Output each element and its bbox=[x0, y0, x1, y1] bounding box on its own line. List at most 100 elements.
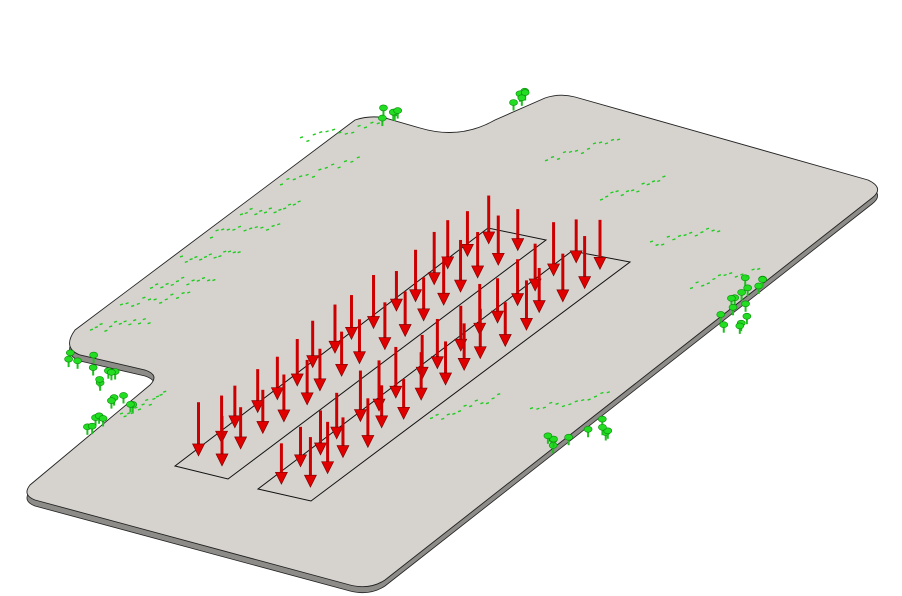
load-head bbox=[397, 406, 411, 420]
load-head bbox=[389, 298, 403, 312]
fixture-tick bbox=[142, 296, 146, 299]
fixture-tick bbox=[689, 286, 694, 290]
fixture-head bbox=[543, 432, 553, 440]
fixture-tick bbox=[636, 190, 640, 193]
fixture-tick bbox=[338, 131, 342, 134]
load-head bbox=[274, 471, 288, 485]
fixture-tick bbox=[249, 207, 253, 211]
fixture-tick bbox=[620, 193, 625, 197]
load-head bbox=[398, 324, 412, 338]
load-head bbox=[353, 409, 367, 423]
fixture-tick bbox=[555, 402, 559, 405]
fixture-tick bbox=[728, 272, 733, 275]
fixture-tick bbox=[119, 412, 124, 415]
fixture-tick bbox=[123, 320, 127, 323]
load-head bbox=[336, 445, 350, 459]
fixture-tick bbox=[580, 151, 585, 155]
load-head bbox=[313, 378, 327, 392]
fixture-tick bbox=[154, 283, 159, 286]
fixture-tick bbox=[126, 412, 131, 415]
fixture-tick bbox=[740, 273, 744, 276]
load-head bbox=[460, 244, 474, 258]
fixture-tick bbox=[134, 406, 138, 409]
fixture-tick bbox=[606, 391, 611, 394]
fixture-tick bbox=[184, 260, 189, 264]
load-head bbox=[482, 231, 496, 245]
fixture-tick bbox=[688, 231, 693, 234]
fixture-tick bbox=[496, 393, 501, 396]
fixture-tick bbox=[672, 238, 676, 241]
fixture-tick bbox=[655, 243, 659, 247]
fixture-tick bbox=[244, 211, 249, 215]
fixture-tick bbox=[189, 258, 193, 261]
load-head bbox=[547, 263, 561, 277]
fixture-tick bbox=[198, 258, 203, 261]
load-head bbox=[454, 279, 468, 293]
fixture-tick bbox=[625, 189, 630, 193]
fixture-tick bbox=[136, 302, 141, 306]
fixture-tick bbox=[756, 267, 761, 271]
load-head bbox=[430, 356, 444, 370]
fixture-tick bbox=[186, 283, 190, 286]
fixture-tick bbox=[312, 133, 317, 136]
load-head bbox=[330, 426, 344, 440]
fixture-tick bbox=[435, 413, 439, 416]
fixture-head bbox=[728, 304, 738, 311]
fixture-tick bbox=[641, 182, 645, 185]
fixture-head bbox=[98, 415, 108, 422]
fixture-tick bbox=[734, 275, 739, 278]
load-head bbox=[344, 327, 358, 341]
fixture-head bbox=[716, 311, 726, 318]
fixture-head bbox=[126, 401, 135, 408]
fixture-tick bbox=[209, 236, 214, 239]
fixture-tick bbox=[149, 286, 154, 289]
fixture-tick bbox=[297, 200, 301, 203]
fixture-tick bbox=[191, 279, 195, 282]
fixture-head bbox=[598, 423, 607, 431]
fixture-tick bbox=[254, 225, 259, 229]
fixture-tick bbox=[292, 203, 297, 206]
fixture-tick bbox=[243, 229, 247, 232]
fixture-tick bbox=[155, 395, 160, 398]
load-head bbox=[437, 292, 451, 306]
fixture-tick bbox=[700, 284, 705, 287]
fixture-head bbox=[719, 321, 729, 328]
load-head bbox=[519, 317, 533, 331]
fixture-tick bbox=[232, 228, 236, 231]
fixture-tick bbox=[123, 415, 127, 418]
fixture-tick bbox=[271, 224, 275, 228]
fixture-head bbox=[754, 282, 763, 290]
fixture-tick bbox=[311, 175, 316, 178]
fixture-head bbox=[65, 349, 75, 357]
fixture-tick bbox=[318, 168, 322, 171]
load-group bbox=[192, 195, 607, 488]
fixture-tick bbox=[745, 275, 750, 278]
load-head bbox=[457, 358, 471, 371]
fixture-tick bbox=[536, 407, 540, 410]
load-head bbox=[228, 415, 242, 429]
fixture-tick bbox=[568, 403, 572, 406]
fixture-tick bbox=[356, 156, 361, 159]
fixture-tick bbox=[343, 160, 348, 163]
fixture-head bbox=[735, 322, 745, 330]
fixture-tick bbox=[162, 390, 167, 393]
fixture-tick bbox=[542, 406, 547, 409]
fixture-tick bbox=[141, 403, 145, 406]
fixture-tick bbox=[89, 328, 94, 331]
fixture-tick bbox=[592, 142, 597, 145]
load-head bbox=[593, 257, 607, 270]
fixture-tick bbox=[239, 213, 244, 216]
fixture-tick bbox=[254, 212, 258, 216]
fixture-tick bbox=[159, 393, 163, 397]
load-head bbox=[491, 252, 505, 266]
fixture-tick bbox=[616, 138, 621, 141]
fixture-tick bbox=[260, 226, 264, 229]
fixture-head bbox=[737, 289, 746, 296]
fixture-tick bbox=[220, 228, 225, 231]
load-head bbox=[532, 300, 546, 314]
fixture-tick bbox=[208, 253, 213, 256]
fixture-tick bbox=[278, 208, 282, 211]
fixture-tick bbox=[491, 397, 495, 400]
fixture-head bbox=[517, 94, 527, 102]
fixture-head bbox=[119, 392, 128, 399]
